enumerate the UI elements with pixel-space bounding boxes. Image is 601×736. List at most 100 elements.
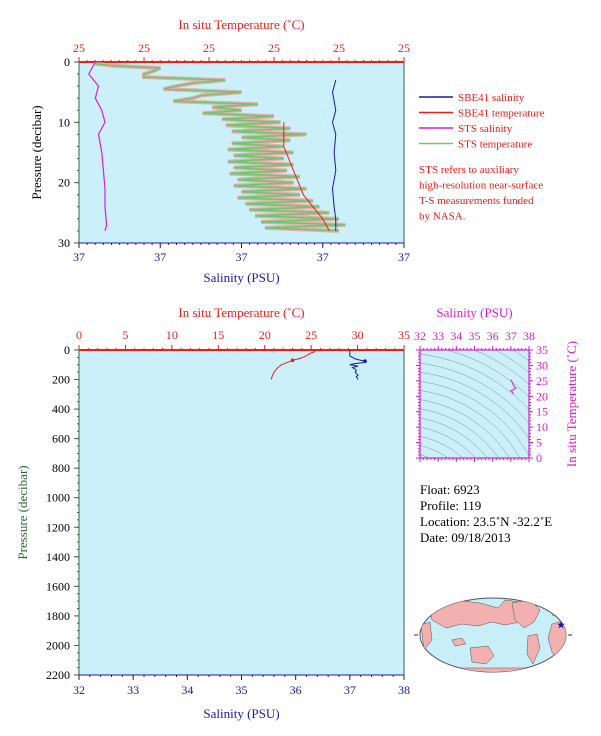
y-axis-tick-label: 20 (58, 176, 70, 190)
sbe41-temperature-line (283, 122, 330, 232)
y-axis-tick-label: 30 (58, 236, 70, 250)
top-axis-tick-label: 5 (122, 328, 128, 342)
bottom-axis-tick-label: 37 (236, 250, 248, 264)
map-continent (420, 621, 433, 651)
y-axis-tick-label: 1400 (46, 550, 70, 564)
right-axis-tick-label: 15 (536, 405, 548, 419)
bottom-axis-tick-label: 32 (73, 683, 85, 697)
legend-note: STS refers to auxiliary (419, 164, 519, 176)
y-axis-tick-label: 0 (64, 343, 70, 357)
bottom-axis-title: Salinity (PSU) (203, 706, 279, 721)
salinity-profile-line (349, 350, 368, 380)
top-axis-tick-label: 38 (523, 329, 535, 343)
temperature-profile-line (270, 350, 316, 380)
y-axis-tick-label: 200 (52, 373, 70, 387)
sts-salinity-line (88, 61, 108, 232)
legend-label: STS temperature (458, 139, 532, 151)
y-axis-tick-label: 400 (52, 402, 70, 416)
ts-profile-line (509, 379, 517, 395)
plot-area (420, 350, 529, 458)
map-continent (469, 645, 495, 665)
bottom-axis-tick-label: 36 (290, 683, 302, 697)
top-axis-tick-label: 30 (352, 328, 364, 342)
y-axis-tick-label: 1000 (46, 491, 70, 505)
bottom-axis-tick-label: 37 (398, 250, 410, 264)
float-id: Float: 6923 (420, 482, 480, 497)
float-location: Location: 23.5˚N -32.2˚E (420, 514, 553, 529)
top-axis-tick-label: 0 (76, 328, 82, 342)
top-axis-tick-label: 15 (212, 328, 224, 342)
upper-chart-legend: SBE41 salinity SBE41 temperature STS salin… (419, 92, 545, 223)
bottom-axis-title: Salinity (PSU) (203, 270, 279, 285)
legend-note: by NASA. (419, 211, 466, 223)
top-axis-title: In situ Temperature (˚C) (178, 305, 304, 320)
top-axis-tick-label: 25 (138, 41, 150, 55)
bottom-axis-tick-label: 33 (127, 683, 139, 697)
y-axis-tick-label: 10 (58, 115, 70, 129)
bottom-axis-tick-label: 37 (73, 250, 85, 264)
legend-label: SBE41 salinity (458, 92, 525, 104)
top-axis-tick-label: 20 (259, 328, 271, 342)
legend-note: high-resolution near-surface (419, 180, 543, 192)
y-axis-title: Pressure (decibar) (29, 105, 44, 199)
upper-chart: 25 25 25 25 25 25 In situ Temperature (˚C) 37 37… (29, 17, 410, 285)
right-axis-tick-label: 35 (536, 343, 548, 357)
temperature-marker (290, 358, 295, 363)
profile-number: Profile: 119 (420, 498, 482, 513)
top-axis-tick-label: 25 (398, 41, 410, 55)
legend-label: SBE41 temperature (458, 108, 545, 120)
top-axis-tick-label: 36 (487, 329, 499, 343)
y-axis-tick-label: 1600 (46, 579, 70, 593)
top-axis-tick-label: 34 (450, 329, 462, 343)
sbe41-salinity-line (331, 79, 337, 231)
bottom-axis-tick-label: 34 (181, 683, 193, 697)
top-axis-tick-label: 25 (203, 41, 215, 55)
top-axis-tick-label: 37 (505, 329, 517, 343)
y-axis-tick-label: 0 (64, 55, 70, 69)
location-map (414, 597, 572, 673)
right-axis-tick-label: 5 (536, 436, 542, 450)
top-axis-tick-label: 32 (414, 329, 426, 343)
y-axis-tick-label: 1800 (46, 609, 70, 623)
y-axis-tick-label: 2000 (46, 638, 70, 652)
y-axis-tick-label: 2200 (46, 668, 70, 682)
y-axis-tick-label: 800 (52, 461, 70, 475)
map-continent (526, 633, 541, 665)
plot-area (79, 62, 404, 243)
plot-area (79, 350, 404, 675)
float-location-star (557, 621, 565, 629)
top-axis-title: Salinity (PSU) (436, 305, 512, 320)
right-axis-tick-label: 0 (536, 451, 542, 465)
right-axis-tick-label: 10 (536, 420, 548, 434)
legend-note: T-S measurements funded (419, 195, 534, 207)
bottom-axis-tick-label: 37 (344, 683, 356, 697)
right-axis-tick-label: 25 (536, 374, 548, 388)
right-axis-tick-label: 30 (536, 358, 548, 372)
top-axis-tick-label: 35 (398, 328, 410, 342)
top-axis-tick-label: 35 (469, 329, 481, 343)
y-axis-title: Pressure (decibar) (15, 465, 30, 559)
salinity-marker (363, 359, 367, 363)
top-axis-tick-label: 10 (166, 328, 178, 342)
float-info: Float: 6923 Profile: 119 Location: 23.5˚… (420, 482, 552, 546)
bottom-axis-tick-label: 35 (236, 683, 248, 697)
top-axis-tick-label: 25 (73, 41, 85, 55)
top-axis-tick-label: 25 (305, 328, 317, 342)
y-axis-tick-label: 600 (52, 432, 70, 446)
profile-date: Date: 09/18/2013 (420, 530, 511, 545)
bottom-axis-tick-label: 38 (398, 683, 410, 697)
top-axis-tick-label: 25 (268, 41, 280, 55)
top-axis-tick-label: 25 (333, 41, 345, 55)
y-axis-tick-label: 1200 (46, 520, 70, 534)
right-axis-tick-label: 20 (536, 389, 548, 403)
top-axis-title: In situ Temperature (˚C) (178, 17, 304, 32)
legend-label: STS salinity (458, 123, 513, 135)
map-continent (451, 637, 467, 647)
right-axis-title: In situ Temperature (˚C) (564, 341, 579, 467)
map-continent (420, 667, 566, 672)
bottom-axis-tick-label: 37 (154, 250, 166, 264)
lower-chart: 0 5 10 15 20 25 30 35 In situ Temperature (˚C) 32… (15, 305, 410, 721)
top-axis-tick-label: 33 (432, 329, 444, 343)
bottom-axis-tick-label: 37 (317, 250, 329, 264)
